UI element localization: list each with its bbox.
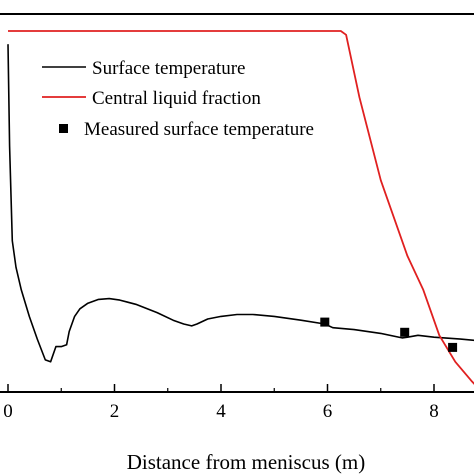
series-line-surface-temperature: [7, 44, 474, 363]
legend-label-measured-surface-temperature: Measured surface temperature: [84, 119, 314, 140]
x-axis-tick-labels: 0 2 4 6 8: [3, 401, 439, 422]
x-tick-label-0: 0: [3, 401, 13, 422]
x-tick-label-4: 4: [216, 401, 226, 422]
series-line-central-liquid-fraction: [8, 30, 474, 385]
legend: Surface temperature Central liquid fract…: [42, 58, 314, 140]
x-axis-title: Distance from meniscus (m): [127, 450, 366, 474]
legend-label-surface-temperature: Surface temperature: [92, 58, 246, 79]
data-point-measured-surface-temperature: [448, 342, 458, 352]
x-tick-label-6: 6: [323, 401, 333, 422]
x-tick-label-8: 8: [429, 401, 439, 422]
series-layer: [7, 30, 474, 385]
legend-marker-measured-surface-temperature: [59, 124, 68, 133]
plot-frame: [0, 13, 474, 393]
data-point-measured-surface-temperature: [320, 317, 330, 327]
x-tick-label-2: 2: [110, 401, 120, 422]
x-axis-ticks: [7, 384, 435, 392]
legend-label-central-liquid-fraction: Central liquid fraction: [92, 88, 261, 109]
data-point-measured-surface-temperature: [400, 327, 410, 337]
